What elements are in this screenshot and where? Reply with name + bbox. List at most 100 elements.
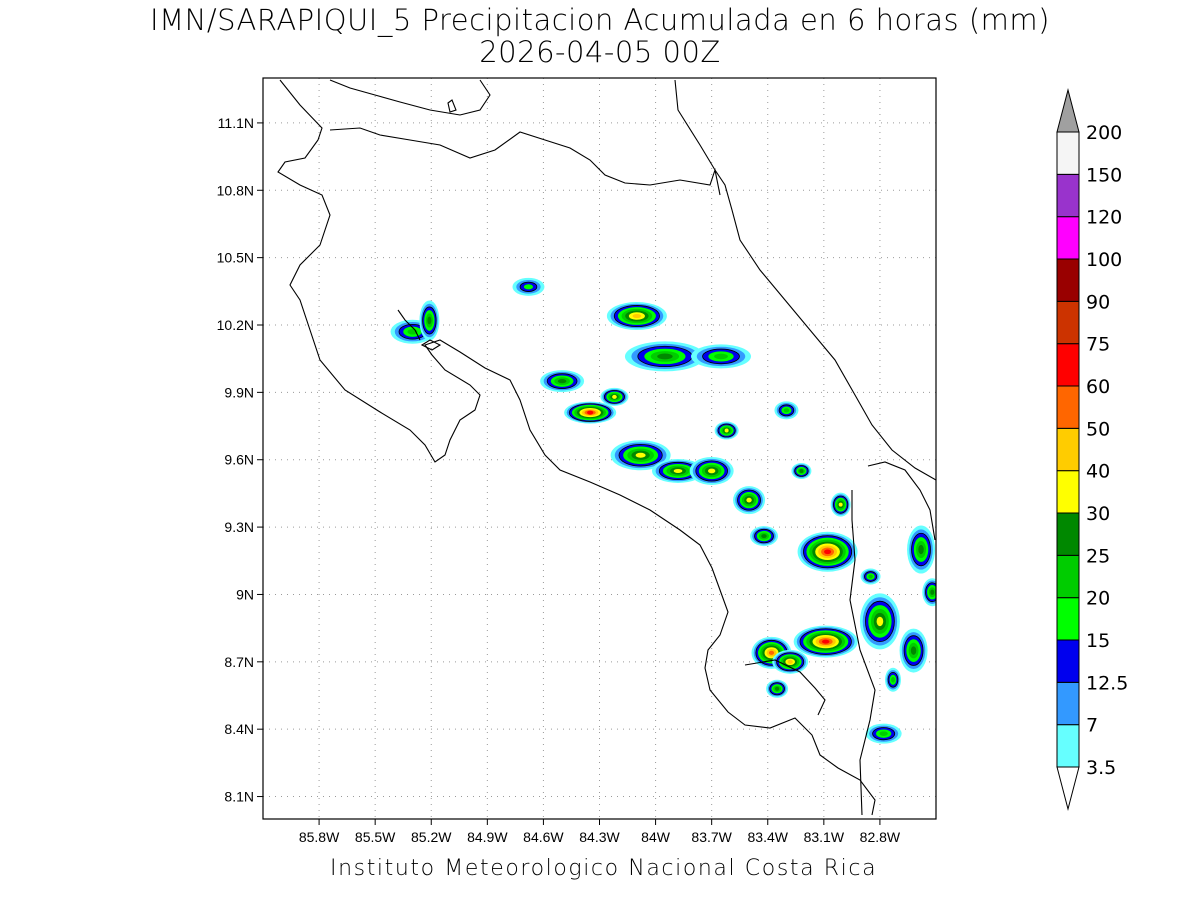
precip-cell <box>830 492 851 517</box>
colorbar-label: 50 <box>1086 418 1110 440</box>
lat-tick-label: 9.6N <box>224 452 254 468</box>
precip-cell <box>899 628 928 673</box>
pacific-coastline <box>277 79 876 816</box>
precip-cell <box>885 667 902 692</box>
lon-tick-label: 82.8W <box>860 829 901 845</box>
precipitation-field <box>390 277 936 744</box>
precip-contour <box>632 313 642 319</box>
map-title: IMN/SARAPIQUI_5 Precipitacion Acumulada … <box>150 3 1050 37</box>
colorbar-swatch <box>1056 258 1080 302</box>
lon-tick-label: 83.1W <box>804 829 845 845</box>
precip-cell <box>564 401 617 424</box>
lon-tick-label: 85.5W <box>355 829 396 845</box>
axis-ticks: 85.8W 85.5W 85.2W 84.9W 84.6W 84.3W 84W 83.7W 83… <box>217 115 901 845</box>
precip-cell <box>714 421 739 440</box>
lat-tick-label: 10.2N <box>217 317 254 333</box>
lat-tick-label: 9N <box>236 586 254 602</box>
precip-contour <box>868 574 873 579</box>
caribbean-coast-east <box>674 79 936 481</box>
precip-contour <box>523 284 534 290</box>
lon-tick-label: 85.8W <box>299 829 340 845</box>
precip-contour <box>612 394 617 399</box>
precip-contour <box>824 549 832 555</box>
lat-tick-label: 10.5N <box>217 250 254 266</box>
osa-peninsula <box>744 659 826 716</box>
precip-contour <box>746 497 752 503</box>
precip-cell <box>793 625 858 658</box>
precip-contour <box>427 316 432 325</box>
precip-cell <box>860 568 881 585</box>
colorbar-swatch <box>1056 131 1080 175</box>
island <box>447 99 457 113</box>
precip-cell <box>600 387 629 406</box>
precip-contour <box>783 408 790 413</box>
panama-border-south <box>849 490 876 816</box>
map-frame <box>262 77 937 820</box>
precip-cell <box>512 277 545 296</box>
map-subtitle-date: 2026-04-05 00Z <box>479 35 721 69</box>
coastline-borders <box>277 79 936 816</box>
precip-cell <box>772 649 809 674</box>
precip-cell <box>691 344 752 369</box>
precip-cell <box>610 440 671 471</box>
colorbar-upper-arrow <box>1056 88 1080 133</box>
colorbar-label: 3.5 <box>1086 757 1116 779</box>
lat-tick-label: 8.4N <box>224 721 254 737</box>
precip-contour <box>635 452 646 458</box>
colorbar-lower-arrow <box>1056 766 1080 811</box>
colorbar-swatch <box>1056 216 1080 260</box>
precip-cell <box>606 302 667 331</box>
precip-contour <box>657 353 673 360</box>
colorbar-label: 15 <box>1086 630 1110 652</box>
precip-cell <box>922 578 936 607</box>
colorbar-label: 120 <box>1086 207 1122 229</box>
colorbar-swatch <box>1056 639 1080 683</box>
precip-cell <box>419 300 440 341</box>
panama-border <box>867 461 936 541</box>
precip-contour <box>876 616 884 627</box>
colorbar-swatch <box>1056 427 1080 472</box>
colorbar-swatch <box>1056 173 1080 218</box>
lat-tick-label: 8.7N <box>224 654 254 670</box>
lon-tick-label: 83.7W <box>691 829 732 845</box>
precip-cell <box>797 531 858 572</box>
colorbar-label: 90 <box>1086 291 1110 313</box>
precip-cell <box>624 341 705 372</box>
precip-cell <box>540 370 585 393</box>
lon-tick-label: 84W <box>641 829 671 845</box>
colorbar-label: 30 <box>1086 503 1110 525</box>
colorbar-swatch <box>1056 512 1080 556</box>
nicoya-peninsula-inner <box>397 309 421 341</box>
precip-cell <box>652 458 705 483</box>
precip-cell <box>766 679 789 698</box>
colorbar-label: 40 <box>1086 461 1110 483</box>
precip-contour <box>821 639 830 644</box>
lon-tick-label: 84.9W <box>467 829 508 845</box>
nicaragua-border <box>329 127 721 196</box>
precip-cell <box>689 456 734 485</box>
precip-contour <box>910 646 917 655</box>
colorbar-label: 20 <box>1086 588 1110 610</box>
lat-tick-label: 10.8N <box>217 182 254 198</box>
lat-tick-label: 9.3N <box>224 519 254 535</box>
lon-tick-label: 84.6W <box>523 829 564 845</box>
precip-contour <box>799 468 804 473</box>
colorbar-swatch <box>1056 470 1080 514</box>
precip-contour <box>714 353 728 360</box>
lat-tick-label: 11.1N <box>218 115 254 131</box>
precip-contour <box>879 731 888 736</box>
colorbar-label: 7 <box>1086 715 1098 737</box>
precip-contour <box>774 686 780 691</box>
colorbar-swatch <box>1056 724 1080 768</box>
colorbar-legend: 3.5 7 12.5 15 20 25 30 40 50 60 75 90 100 120 150 200 <box>1056 88 1128 811</box>
colorbar-swatch <box>1056 554 1080 599</box>
precip-contour <box>708 468 716 474</box>
precip-contour <box>761 534 767 539</box>
precip-cell <box>791 462 812 479</box>
precip-contour <box>787 659 793 664</box>
precip-cell <box>865 723 902 744</box>
precip-contour <box>918 544 924 555</box>
lat-tick-label: 8.1N <box>224 789 254 805</box>
gulf-of-nicoya-island <box>420 339 442 351</box>
